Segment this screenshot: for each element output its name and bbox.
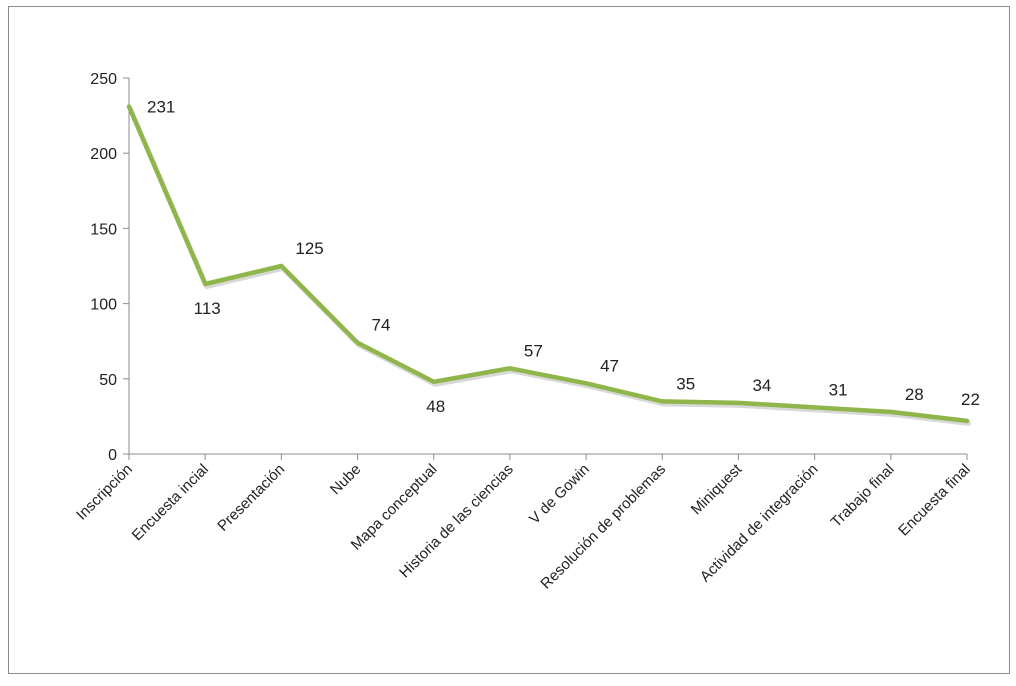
data-label: 125 [295,239,323,258]
x-category-label: Encuesta incial [129,461,212,544]
series-line [126,104,970,424]
y-tick-label: 200 [90,146,117,163]
x-category-label: Nube [327,461,364,498]
y-tick-label: 0 [108,447,117,464]
x-axis-ticks [128,454,968,460]
x-category-label: V de Gowin [526,461,593,528]
y-tick-label: 100 [90,297,117,314]
data-label: 34 [752,376,771,395]
data-labels: 231 113 125 74 48 57 47 35 34 31 28 22 [147,98,980,416]
x-category-label: Encuesta final [895,461,974,540]
x-category-label: Miniquest [688,460,746,518]
data-label: 113 [194,299,221,318]
data-label: 231 [147,98,175,117]
data-label: 31 [829,380,848,399]
data-label: 28 [905,385,924,404]
y-tick-label: 250 [90,71,117,88]
chart-axes [128,78,967,455]
y-tick-label: 150 [90,221,117,238]
series-group [126,104,971,426]
data-label: 48 [426,397,445,416]
x-category-label: Trabajo final [828,461,898,531]
data-label: 57 [524,341,543,360]
x-category-label: Inscripción [73,461,136,524]
data-label: 35 [676,374,695,393]
data-label: 74 [372,316,391,335]
x-category-label: Resolución de problemas [537,461,669,593]
x-category-label: Presentación [214,461,288,535]
chart-frame: 0 50 100 150 200 250 231 113 125 74 48 57 47 35 34 31 2… [8,6,1010,674]
data-label: 22 [961,390,980,409]
y-axis-ticks: 0 50 100 150 200 250 [90,71,129,464]
y-tick-label: 50 [99,372,117,389]
data-label: 47 [600,356,619,375]
